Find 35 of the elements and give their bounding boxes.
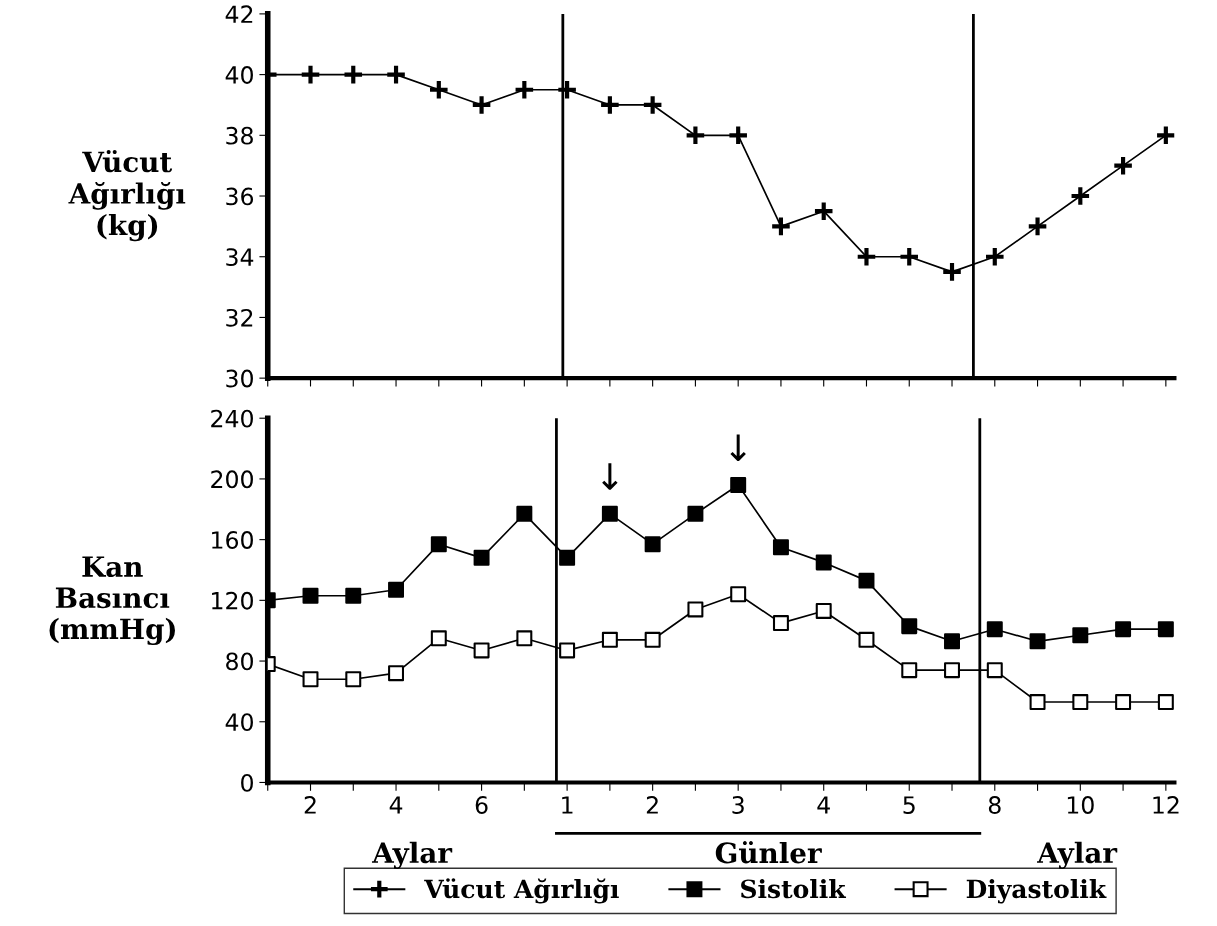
x-tick-label: 6 bbox=[475, 796, 488, 814]
x-tick-label: 1 bbox=[562, 796, 573, 814]
y-tick-label: 200 bbox=[211, 470, 253, 489]
x-tick-label: 3 bbox=[732, 796, 744, 814]
y-tick-label: 34 bbox=[226, 248, 254, 267]
y-tick-label: 38 bbox=[226, 126, 253, 145]
text: Aylar bbox=[371, 841, 453, 869]
y-axis-title: Vücut Ağırlığı (kg) bbox=[68, 150, 186, 242]
legend-label: Diyastolik bbox=[966, 878, 1107, 904]
y-axis-title: Kan Basıncı (mmHg) bbox=[49, 556, 175, 646]
x-tick-label: 2 bbox=[304, 796, 316, 814]
y-tick-label: 30 bbox=[226, 369, 253, 388]
x-tick-label: 12 bbox=[1153, 796, 1179, 814]
x-tick-label: 2 bbox=[646, 796, 658, 814]
y-tick-label: 40 bbox=[225, 66, 253, 84]
x-tick-label: 4 bbox=[389, 796, 403, 814]
y-tick-label: 40 bbox=[225, 713, 253, 732]
annotation: ↓ bbox=[730, 434, 746, 461]
legend-label: Vücut Ağırlığı bbox=[424, 878, 619, 904]
x-tick-label: 10 bbox=[1067, 796, 1094, 814]
y-tick-label: 32 bbox=[226, 308, 253, 327]
y-tick-label: 120 bbox=[212, 591, 253, 610]
text: Aylar bbox=[1037, 841, 1118, 869]
y-tick-label: 160 bbox=[212, 531, 253, 549]
y-tick-label: 80 bbox=[226, 652, 253, 671]
y-tick-label: 0 bbox=[241, 773, 253, 792]
legend-label: Sistolik bbox=[741, 878, 847, 899]
annotation: ↓ bbox=[602, 463, 618, 490]
y-tick-label: 42 bbox=[225, 5, 253, 23]
x-tick-label: 8 bbox=[988, 796, 1001, 814]
y-tick-label: 36 bbox=[226, 187, 254, 206]
x-tick-label: 5 bbox=[903, 796, 915, 814]
x-tick-label: 4 bbox=[817, 796, 830, 814]
y-tick-label: 240 bbox=[211, 409, 253, 428]
text: Günler bbox=[715, 841, 822, 864]
